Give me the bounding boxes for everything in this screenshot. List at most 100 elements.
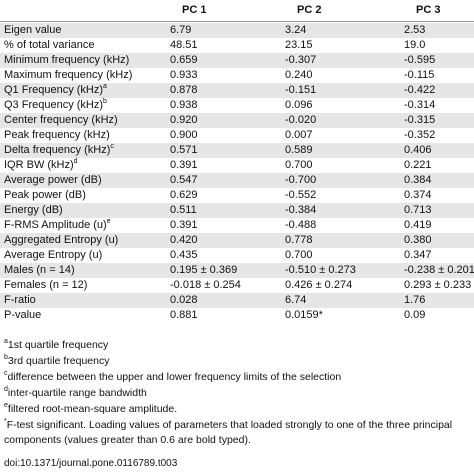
footnote-mark: e xyxy=(4,402,8,409)
value-cell: 0.0159* xyxy=(285,309,323,321)
value-cell: 0.420 xyxy=(170,234,198,246)
value-cell: 0.384 xyxy=(404,174,432,186)
value-cell: 0.881 xyxy=(170,309,198,321)
header-row: PC 1 PC 2 PC 3 xyxy=(0,0,474,22)
table-row: Peak power (dB) 0.629 -0.552 0.374 xyxy=(0,188,474,203)
value-cell: -0.488 xyxy=(285,219,317,231)
value-cell: -0.151 xyxy=(285,84,317,96)
label-text: % of total variance xyxy=(4,39,95,51)
footnote-ref: c xyxy=(110,143,114,150)
footnote: efiltered root-mean-square amplitude. xyxy=(4,402,466,417)
label-text: Peak power (dB) xyxy=(4,189,86,201)
footnote-text: difference between the upper and lower f… xyxy=(7,371,342,383)
row-label: Maximum frequency (kHz) xyxy=(4,68,132,83)
footnote-mark: * xyxy=(4,418,7,425)
value-cell: 0.700 xyxy=(285,159,313,171)
footnote-text: 3rd quartile frequency xyxy=(7,355,110,367)
table-row: Minimum frequency (kHz) 0.659 -0.307 -0.595 xyxy=(0,53,474,68)
row-label: Average power (dB) xyxy=(4,173,102,188)
footnote: a1st quartile frequency xyxy=(4,338,466,353)
value-cell: -0.352 xyxy=(404,129,436,141)
value-cell: 0.938 xyxy=(170,99,198,111)
value-cell: 0.878 xyxy=(170,84,198,96)
label-text: F-ratio xyxy=(4,294,36,306)
row-label: Aggregated Entropy (u) xyxy=(4,233,118,248)
value-cell: 6.79 xyxy=(170,24,192,36)
value-cell: 0.221 xyxy=(404,159,432,171)
table-row: F-ratio 0.028 6.74 1.76 xyxy=(0,293,474,308)
table-row: Q3 Frequency (kHz)b 0.938 0.096 -0.314 xyxy=(0,98,474,113)
value-cell: 0.347 xyxy=(404,249,432,261)
value-cell: 0.629 xyxy=(170,189,198,201)
row-label: P-value xyxy=(4,308,41,323)
value-cell: -0.422 xyxy=(404,84,436,96)
value-cell: 0.380 xyxy=(404,234,432,246)
table-row: Peak frequency (kHz) 0.900 0.007 -0.352 xyxy=(0,128,474,143)
value-cell: -0.552 xyxy=(285,189,317,201)
label-text: Average Entropy (u) xyxy=(4,249,103,261)
column-header: PC 1 xyxy=(182,4,207,16)
value-cell: 0.096 xyxy=(285,99,313,111)
label-text: P-value xyxy=(4,309,42,321)
label-text: Minimum frequency (kHz) xyxy=(4,54,130,66)
footnote-ref: d xyxy=(73,158,78,165)
value-cell: 0.900 xyxy=(170,129,198,141)
label-text: Males (n = 14) xyxy=(4,264,75,276)
doi: doi:10.1371/journal.pone.0116789.t003 xyxy=(4,458,178,469)
row-label: Females (n = 12) xyxy=(4,278,87,293)
table-row: % of total variance 48.51 23.15 19.0 xyxy=(0,38,474,53)
value-cell: -0.238 ± 0.201 xyxy=(404,264,474,276)
column-header: PC 3 xyxy=(416,4,441,16)
footnote-mark: b xyxy=(4,354,8,361)
value-cell: 0.435 xyxy=(170,249,198,261)
table-row: Maximum frequency (kHz) 0.933 0.240 -0.115 xyxy=(0,68,474,83)
table-row: Average power (dB) 0.547 -0.700 0.384 xyxy=(0,173,474,188)
value-cell: 23.15 xyxy=(285,39,313,51)
footnote-text: 1st quartile frequency xyxy=(7,339,109,351)
value-cell: 0.713 xyxy=(404,204,432,216)
value-cell: 0.240 xyxy=(285,69,313,81)
footnote: *F-test significant. Loading values of p… xyxy=(4,418,466,448)
value-cell: 0.933 xyxy=(170,69,198,81)
value-cell: 0.547 xyxy=(170,174,198,186)
value-cell: 0.700 xyxy=(285,249,313,261)
value-cell: -0.018 ± 0.254 xyxy=(170,279,241,291)
footnote-ref: a xyxy=(103,83,107,90)
column-header: PC 2 xyxy=(297,4,322,16)
table-row: Q1 Frequency (kHz)a 0.878 -0.151 -0.422 xyxy=(0,83,474,98)
value-cell: -0.314 xyxy=(404,99,436,111)
footnote: dinter-quartile range bandwidth xyxy=(4,386,466,401)
footnote-ref: e xyxy=(106,218,111,225)
value-cell: 0.571 xyxy=(170,144,198,156)
table-row: Eigen value 6.79 3.24 2.53 xyxy=(0,23,474,38)
table-row: IQR BW (kHz)d 0.391 0.700 0.221 xyxy=(0,158,474,173)
footnote-mark: d xyxy=(4,386,8,393)
label-text: Peak frequency (kHz) xyxy=(4,129,110,141)
value-cell: 0.511 xyxy=(170,204,197,216)
footnote-ref: b xyxy=(103,98,107,105)
value-cell: 0.406 xyxy=(404,144,432,156)
label-text: IQR BW (kHz) xyxy=(4,159,74,171)
footnote-text: filtered root-mean-square amplitude. xyxy=(7,403,178,415)
value-cell: 0.778 xyxy=(285,234,313,246)
value-cell: 0.195 ± 0.369 xyxy=(170,264,238,276)
row-label: Delta frequency (kHz)c xyxy=(4,143,114,158)
value-cell: 0.007 xyxy=(285,129,313,141)
value-cell: 1.76 xyxy=(404,294,426,306)
row-label: F-ratio xyxy=(4,293,36,308)
label-text: F-RMS Amplitude (u) xyxy=(4,219,107,231)
value-cell: 19.0 xyxy=(404,39,426,51)
row-label: Eigen value xyxy=(4,23,62,38)
value-cell: 0.391 xyxy=(170,219,198,231)
value-cell: 0.659 xyxy=(170,54,198,66)
row-label: Average Entropy (u) xyxy=(4,248,102,263)
value-cell: -0.595 xyxy=(404,54,436,66)
label-text: Average power (dB) xyxy=(4,174,102,186)
value-cell: 0.028 xyxy=(170,294,198,306)
table-row: Delta frequency (kHz)c 0.571 0.589 0.406 xyxy=(0,143,474,158)
value-cell: -0.315 xyxy=(404,114,436,126)
row-label: Energy (dB) xyxy=(4,203,63,218)
row-label: Center frequency (kHz) xyxy=(4,113,118,128)
label-text: Aggregated Entropy (u) xyxy=(4,234,119,246)
